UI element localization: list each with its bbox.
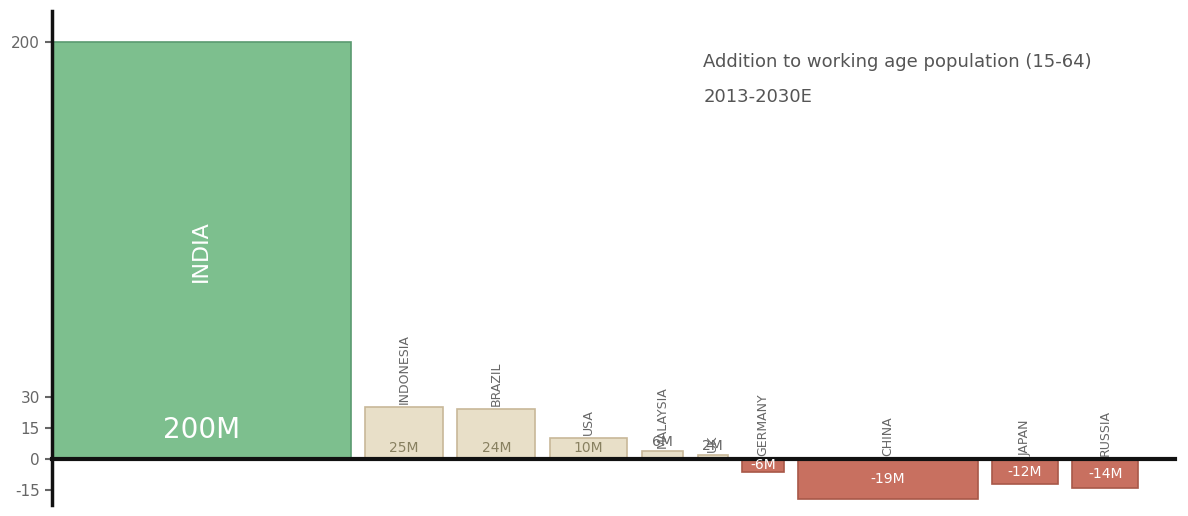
FancyBboxPatch shape	[457, 409, 535, 459]
Text: BRAZIL: BRAZIL	[489, 361, 503, 406]
FancyBboxPatch shape	[365, 407, 443, 459]
Text: -6M: -6M	[750, 458, 776, 472]
Text: INDONESIA: INDONESIA	[398, 334, 411, 404]
Text: -12M: -12M	[1007, 464, 1042, 478]
FancyBboxPatch shape	[697, 455, 728, 459]
Text: 2013-2030E: 2013-2030E	[703, 88, 813, 106]
Text: CHINA: CHINA	[881, 416, 895, 456]
Text: USA: USA	[582, 409, 595, 435]
FancyBboxPatch shape	[642, 450, 683, 459]
FancyBboxPatch shape	[550, 438, 627, 459]
Text: 25M: 25M	[390, 441, 419, 455]
Text: GERMANY: GERMANY	[757, 393, 770, 456]
Text: -14M: -14M	[1088, 466, 1123, 480]
FancyBboxPatch shape	[992, 459, 1059, 484]
FancyBboxPatch shape	[798, 459, 978, 498]
FancyBboxPatch shape	[1073, 459, 1138, 488]
Text: 6M: 6M	[652, 435, 672, 449]
Text: MALAYSIA: MALAYSIA	[656, 386, 669, 447]
Text: JAPAN: JAPAN	[1018, 420, 1031, 456]
Text: 10M: 10M	[574, 441, 604, 455]
Text: Addition to working age population (15-64): Addition to working age population (15-6…	[703, 53, 1092, 71]
Text: 24M: 24M	[481, 441, 511, 455]
Text: 200M: 200M	[163, 416, 240, 444]
FancyBboxPatch shape	[742, 459, 784, 472]
Text: UK: UK	[707, 434, 719, 452]
Text: 2M: 2M	[702, 439, 723, 453]
Text: INDIA: INDIA	[191, 220, 211, 282]
Text: RUSSIA: RUSSIA	[1099, 410, 1112, 456]
Text: -19M: -19M	[871, 472, 905, 486]
FancyBboxPatch shape	[52, 42, 350, 459]
